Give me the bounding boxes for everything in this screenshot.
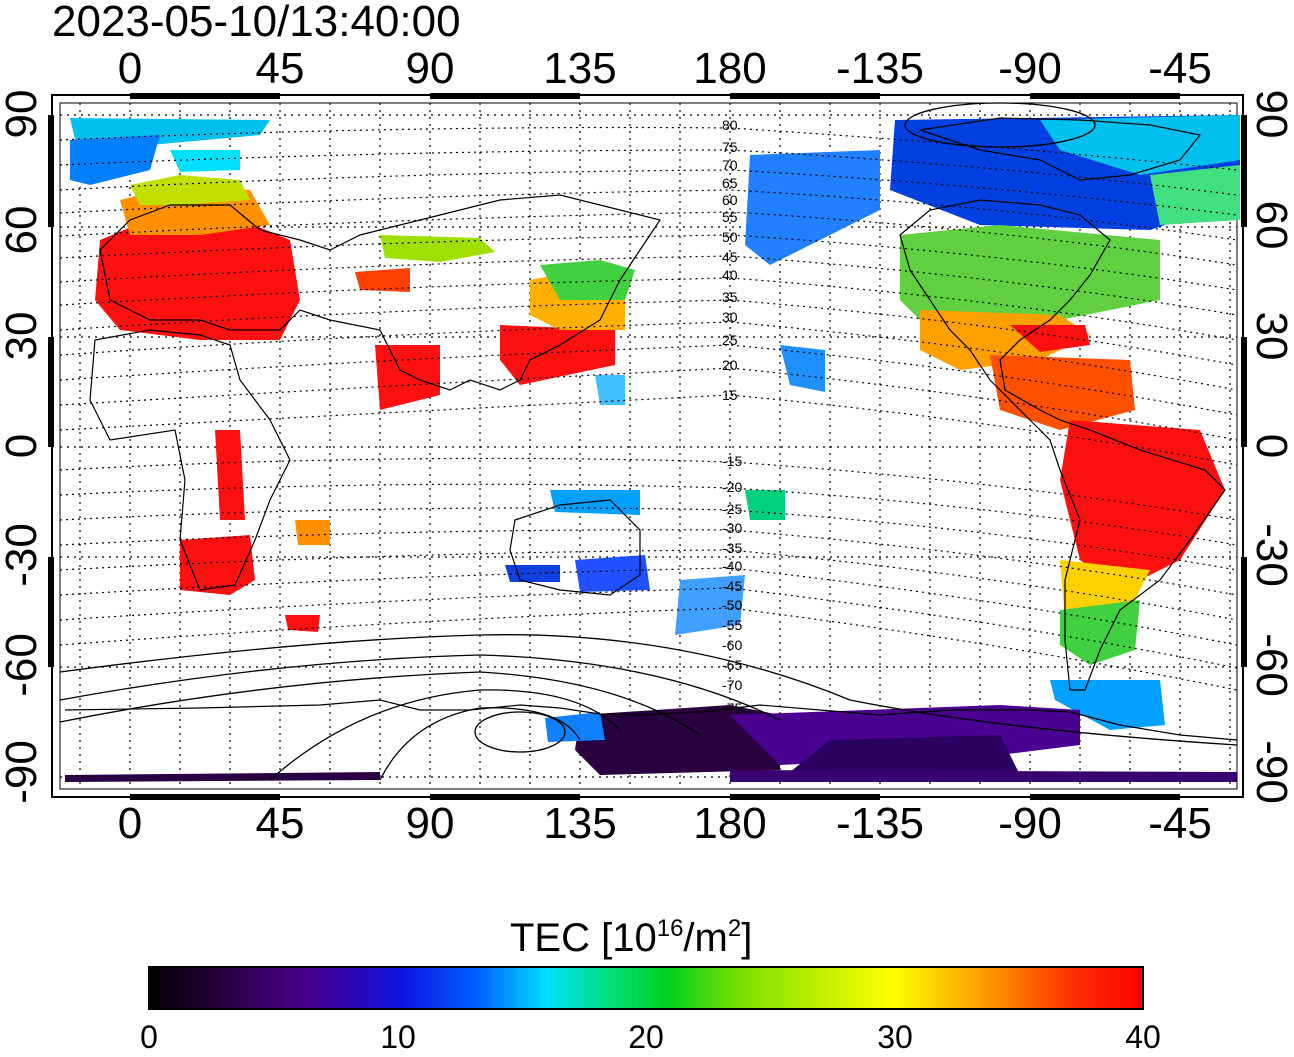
lon-tick-bottom: 90 bbox=[405, 799, 455, 848]
lon-tick-top: -90 bbox=[998, 44, 1062, 93]
tec-region-arctic-west bbox=[70, 135, 160, 185]
tec-region-argentina-south bbox=[1060, 600, 1140, 665]
colorbar-title-exponent: 16 bbox=[656, 915, 684, 942]
tec-region-europe bbox=[95, 215, 300, 340]
lon-tick-bottom: 0 bbox=[117, 799, 143, 848]
map-timestamp-title: 2023-05-10/13:40:00 bbox=[52, 0, 461, 46]
tec-region-hawaii bbox=[780, 345, 825, 392]
colorbar-title-unit: /m bbox=[683, 916, 728, 960]
lon-tick-bottom: 45 bbox=[255, 799, 305, 848]
tec-region-south-africa bbox=[180, 535, 255, 595]
lon-tick-top: 45 bbox=[255, 44, 305, 93]
colorbar-title-unit-exponent: 2 bbox=[727, 915, 742, 942]
contour-label: 20 bbox=[722, 357, 738, 373]
tec-region-central-america bbox=[990, 355, 1135, 430]
contour-label: 40 bbox=[722, 267, 738, 283]
tec-region-central-asia bbox=[380, 235, 495, 262]
contour-label: -50 bbox=[722, 597, 742, 613]
tec-region-north-europe bbox=[130, 175, 250, 205]
contour-label: 60 bbox=[722, 192, 738, 208]
colorbar-tick: 10 bbox=[380, 1019, 416, 1055]
contour-label: -75 bbox=[722, 700, 742, 716]
tec-region-antarctica-1 bbox=[575, 705, 780, 775]
lon-tick-top: 135 bbox=[543, 44, 617, 93]
tec-region-patagonia bbox=[1050, 680, 1165, 730]
tec-region-east-australia bbox=[575, 555, 650, 592]
colorbar-tick: 40 bbox=[1125, 1019, 1161, 1055]
contour-label: 45 bbox=[722, 249, 738, 265]
contour-label: 25 bbox=[722, 332, 738, 348]
tec-region-antarctic-strip-west bbox=[65, 772, 380, 782]
frame-tick-bars bbox=[48, 93, 1247, 800]
lon-tick-top: 180 bbox=[693, 44, 767, 93]
tec-region-usa-north bbox=[900, 225, 1160, 330]
contour-label: -55 bbox=[722, 617, 742, 633]
tec-region-new-zealand bbox=[675, 575, 745, 635]
tec-region-labrador bbox=[1150, 165, 1240, 225]
contour-label: -30 bbox=[722, 520, 742, 536]
contour-label: -35 bbox=[722, 540, 742, 556]
coastlines bbox=[64, 117, 1238, 741]
contour-label: 80 bbox=[722, 117, 738, 133]
colorbar-title: TEC [1016/m2] bbox=[510, 907, 752, 960]
lon-tick-bottom: 135 bbox=[543, 799, 617, 848]
colorbar-tick: 20 bbox=[628, 1019, 664, 1055]
tec-region-east-asia bbox=[500, 325, 615, 385]
lon-tick-bottom: 180 bbox=[693, 799, 767, 848]
contour-label: 55 bbox=[722, 209, 738, 225]
contour-label: -65 bbox=[722, 657, 742, 673]
tec-region-north-australia bbox=[550, 490, 640, 515]
contour-label: -20 bbox=[722, 479, 742, 495]
tec-region-alaska bbox=[745, 150, 880, 265]
lon-tick-top: 90 bbox=[405, 44, 455, 93]
contour-label: 15 bbox=[722, 387, 738, 403]
colorbar-tick: 0 bbox=[140, 1019, 158, 1055]
tec-region-antarctic-strip-east bbox=[730, 770, 1237, 782]
tec-region-greenland-west bbox=[1040, 115, 1240, 175]
contour-label: 65 bbox=[722, 175, 738, 191]
tec-region-pacific-south bbox=[745, 490, 785, 520]
tec-region-east-africa bbox=[215, 430, 245, 520]
lon-tick-bottom: -45 bbox=[1148, 799, 1212, 848]
tec-region-west-australia bbox=[505, 565, 560, 582]
tec-colorbar bbox=[148, 966, 1144, 1010]
tec-region-manchuria bbox=[540, 260, 635, 300]
tec-region-arctic-east bbox=[170, 150, 240, 172]
contour-label: 35 bbox=[722, 289, 738, 305]
lon-tick-top: -45 bbox=[1148, 44, 1212, 93]
tec-region-pacific-islands bbox=[595, 375, 625, 405]
contour-label: 30 bbox=[722, 309, 738, 325]
contour-label: -15 bbox=[722, 453, 742, 469]
contour-label: 70 bbox=[722, 157, 738, 173]
tec-region-ross-sea bbox=[545, 712, 605, 742]
contour-label: -70 bbox=[722, 677, 742, 693]
lon-tick-top: -135 bbox=[835, 44, 925, 93]
tec-region-south-asia-north bbox=[355, 268, 410, 292]
tec-region-antarctica-3 bbox=[780, 735, 1020, 780]
tec-region-madagascar bbox=[295, 520, 330, 545]
tec-region-india bbox=[375, 345, 440, 410]
tec-data-regions bbox=[65, 115, 1240, 782]
tec-region-south-ocean-red bbox=[285, 615, 320, 632]
polar-contours bbox=[59, 102, 1238, 781]
contour-label: -60 bbox=[722, 637, 742, 653]
lon-tick-bottom: -90 bbox=[998, 799, 1062, 848]
lon-tick-bottom: -135 bbox=[835, 799, 925, 848]
contour-labels: 80 75 70 65 60 55 50 45 40 35 30 25 20 1… bbox=[722, 117, 742, 716]
contour-label: -25 bbox=[722, 501, 742, 517]
contour-label: -40 bbox=[722, 558, 742, 574]
contour-label: 75 bbox=[722, 139, 738, 155]
lon-tick-top: 0 bbox=[117, 44, 143, 93]
colorbar-title-prefix: TEC [10 bbox=[510, 916, 657, 960]
colorbar-title-suffix: ] bbox=[741, 916, 753, 960]
contour-label: -45 bbox=[722, 578, 742, 594]
contour-label: 50 bbox=[722, 229, 738, 245]
colorbar-tick: 30 bbox=[877, 1019, 913, 1055]
map-inner-frame bbox=[59, 102, 1238, 790]
magnetic-contours bbox=[59, 126, 1238, 691]
